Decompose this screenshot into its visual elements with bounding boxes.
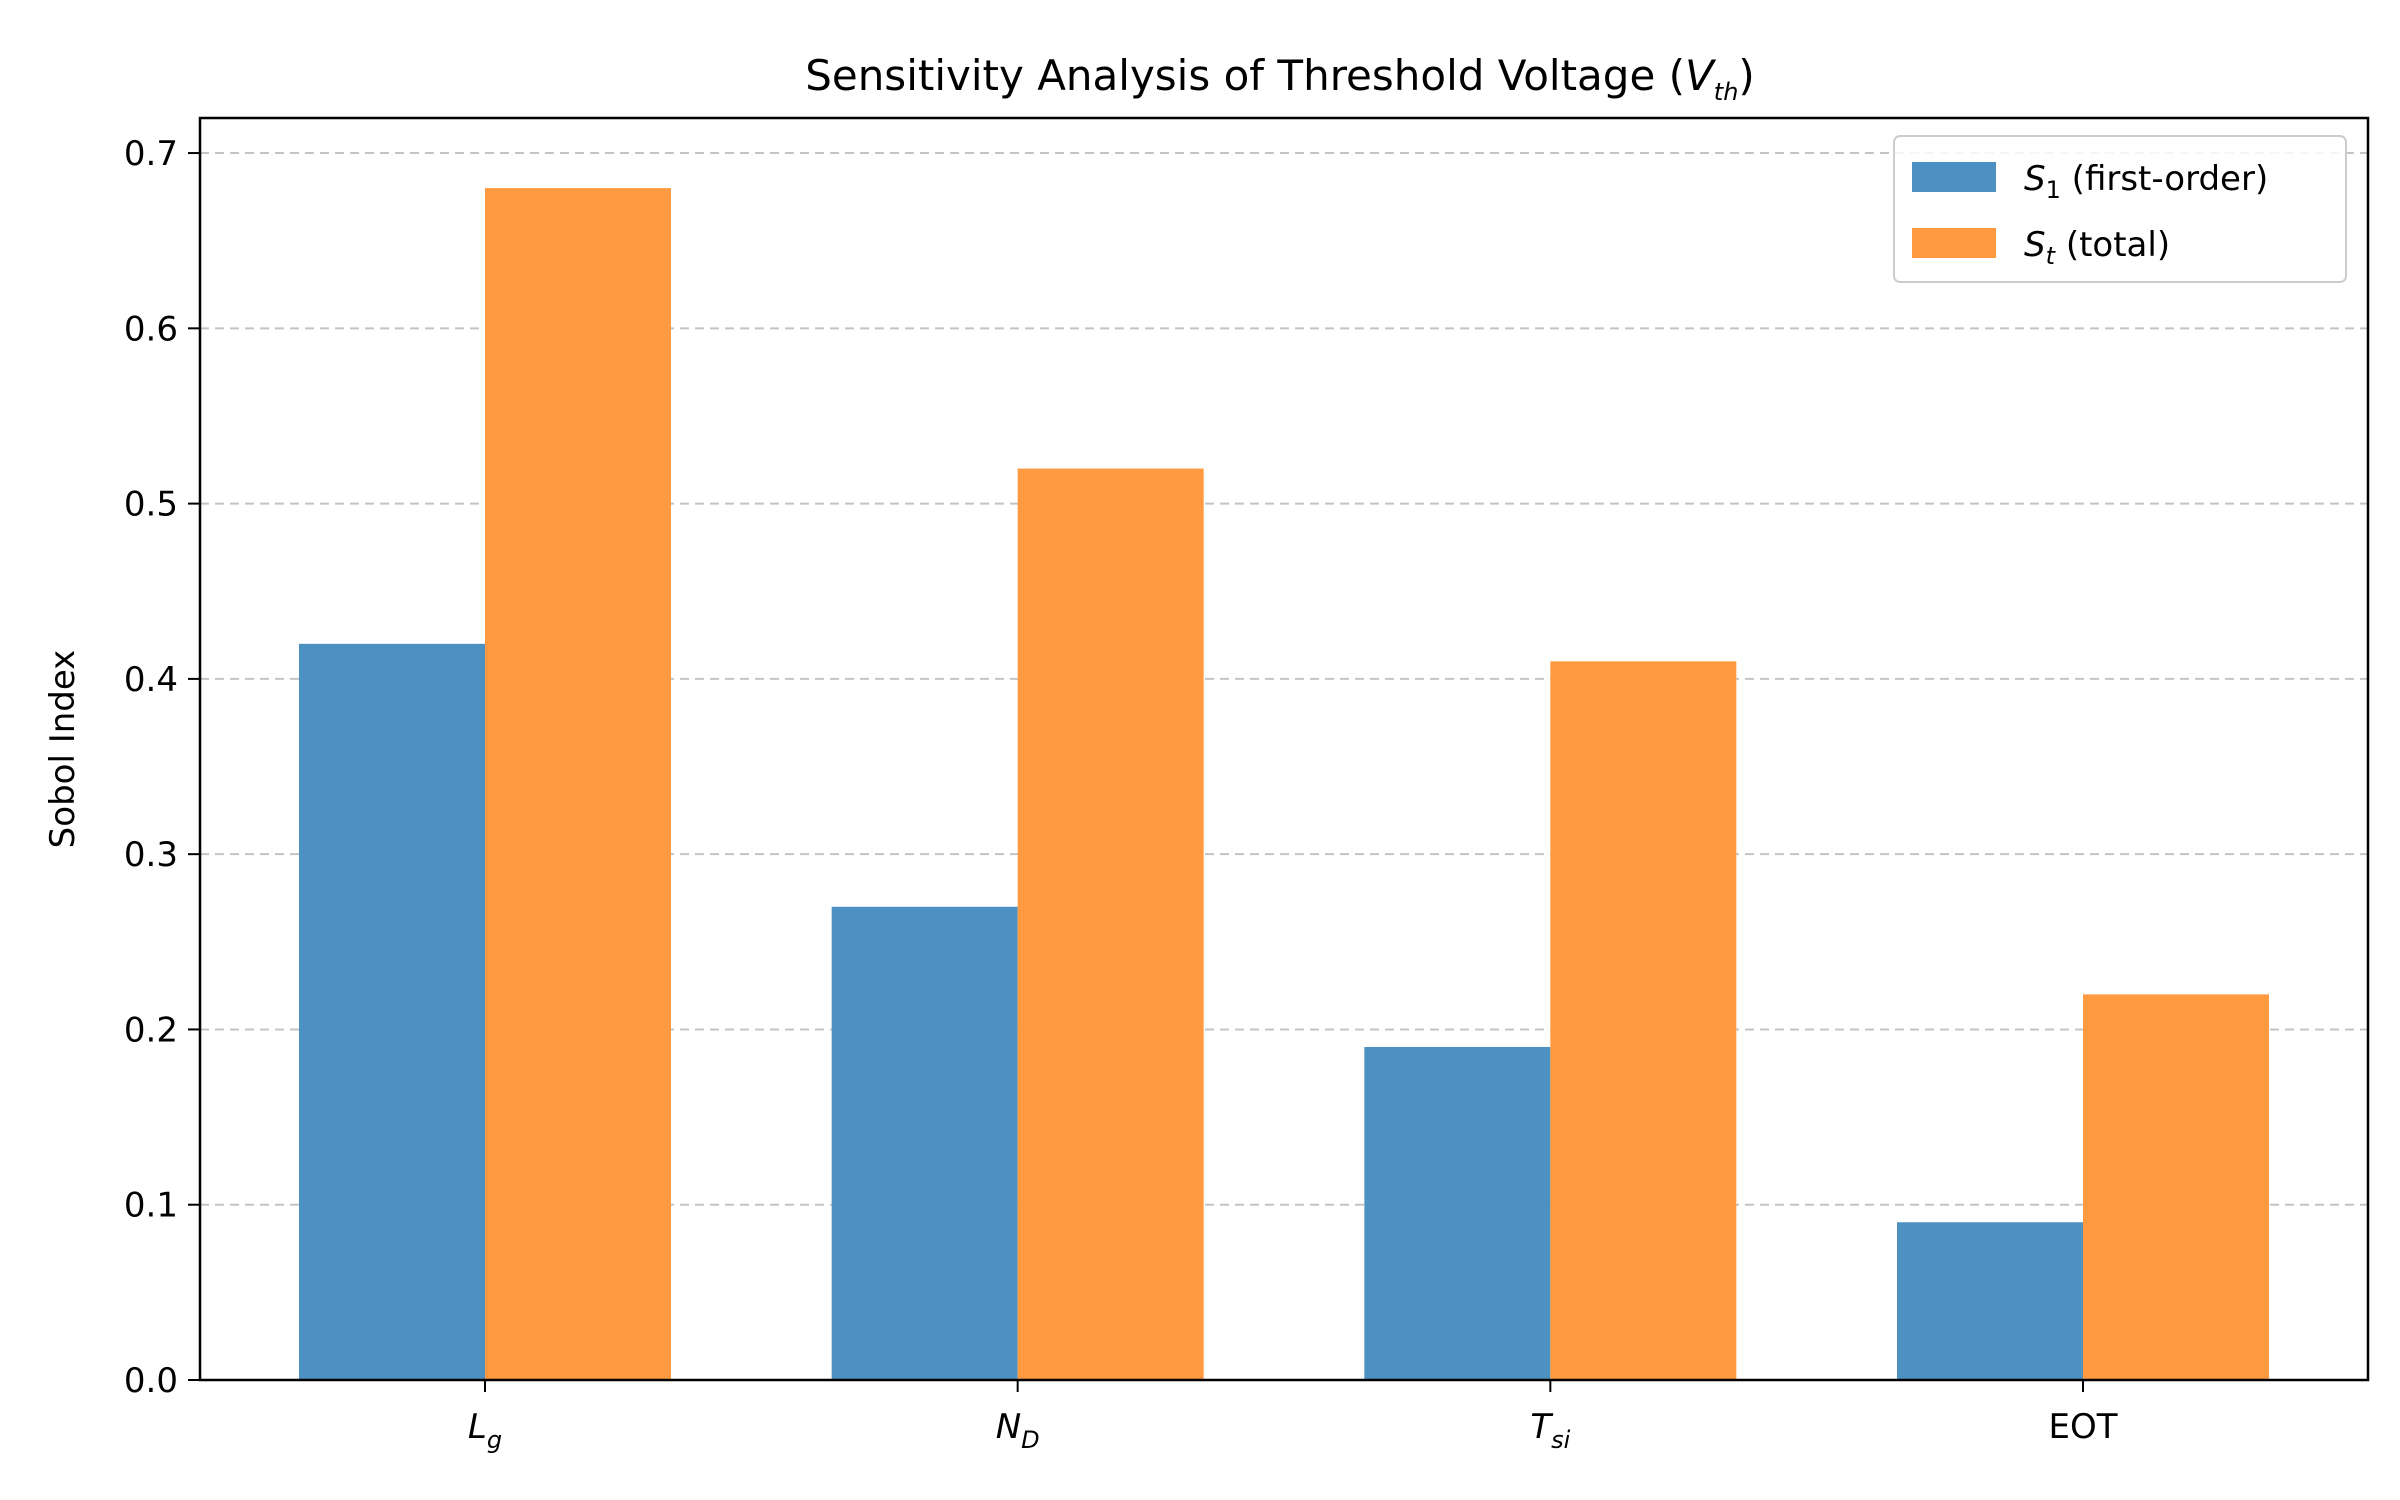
legend: S1 (first-order)St (total) — [1893, 135, 2347, 283]
bar-st — [1017, 468, 1204, 1380]
x-tick-label: Tsi — [1530, 1407, 1570, 1454]
title-close-paren: ) — [1738, 51, 1754, 100]
title-variable: V — [1685, 51, 1717, 100]
y-tick-label: 0.7 — [124, 134, 178, 174]
legend-entry: St (total) — [2024, 225, 2170, 270]
x-tick-label-subscript: si — [1551, 1426, 1571, 1454]
x-tick-label: ND — [996, 1407, 1040, 1454]
y-tick-label: 0.5 — [124, 485, 178, 525]
legend-symbol-subscript: t — [2046, 242, 2057, 270]
x-tick-label-main: L — [468, 1407, 487, 1447]
legend-symbol: S — [2024, 159, 2046, 199]
legend-swatch — [1912, 228, 1996, 258]
bar-st — [1550, 661, 1737, 1380]
bar-st — [485, 188, 671, 1381]
y-tick-label: 0.3 — [124, 835, 178, 875]
plot-frame — [198, 116, 2370, 1382]
legend-description: (total) — [2055, 225, 2170, 265]
y-tick-label: 0.6 — [124, 309, 178, 349]
x-axis: Lg ND Tsi EOT — [468, 1380, 2118, 1454]
y-tick-label: 0.2 — [124, 1010, 178, 1050]
legend-symbol-subscript: 1 — [2046, 176, 2061, 204]
x-tick-label-main: N — [996, 1407, 1021, 1447]
y-axis-label: Sobol Index — [43, 650, 83, 849]
legend-entry: S1 (first-order) — [2024, 159, 2268, 204]
legend-swatch — [1912, 162, 1996, 192]
x-tick-label-subscript: D — [1021, 1426, 1039, 1454]
y-axis: 0.0 0.1 0.2 0.3 0.4 0.5 0.6 0.7 — [124, 134, 200, 1401]
title-text: Sensitivity Analysis of Threshold Voltag… — [805, 51, 1685, 100]
bars-group — [299, 188, 2269, 1381]
x-tick-label-main: T — [1530, 1407, 1553, 1447]
y-tick-label: 0.1 — [124, 1186, 178, 1226]
x-tick-label: Lg — [468, 1407, 502, 1454]
bar-s1 — [299, 643, 485, 1380]
bar-s1 — [1364, 1046, 1551, 1380]
legend-description: (first-order) — [2061, 159, 2268, 199]
bar-st — [2083, 994, 2269, 1380]
chart-title: Sensitivity Analysis of Threshold Voltag… — [805, 51, 1755, 106]
x-tick-label: EOT — [2048, 1407, 2117, 1447]
legend-symbol: S — [2024, 225, 2046, 265]
y-tick-label: 0.4 — [124, 660, 178, 700]
legend-box — [1893, 135, 2347, 283]
x-tick-label-subscript: g — [487, 1426, 502, 1454]
bar-s1 — [1897, 1222, 2083, 1380]
y-tick-label: 0.0 — [124, 1361, 178, 1401]
x-tick-label-main: EOT — [2048, 1407, 2117, 1447]
title-variable-subscript: th — [1714, 78, 1739, 106]
bar-s1 — [831, 906, 1018, 1380]
